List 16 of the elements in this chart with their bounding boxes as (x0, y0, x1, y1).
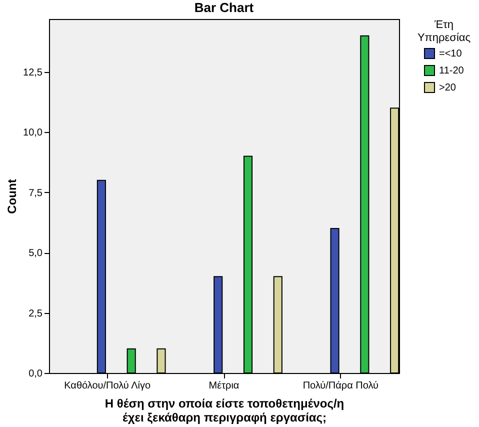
y-tick-label: 10,0 (23, 128, 43, 139)
y-tick-label: 0,0 (28, 368, 43, 380)
x-tick-label: Καθόλου/Πολύ Λίγο (64, 380, 151, 392)
y-axis-title: Count (5, 179, 20, 214)
y-tick-label: 12,5 (23, 67, 43, 78)
legend-label: >20 (439, 82, 456, 94)
y-tick-label: 2,5 (28, 308, 43, 320)
chart-title: Bar Chart (194, 0, 254, 15)
legend-label: =<10 (439, 48, 462, 60)
y-tick-label: 7,5 (28, 188, 43, 199)
x-tick-label: Μέτρια (208, 380, 240, 392)
legend-title: Έτη Υπηρεσίας (417, 19, 471, 44)
legend-label: 11-20 (439, 66, 464, 76)
x-axis-title: Η θέση στην οποία είστε τοποθετημένος/η έχει ξεκάθαρη περιγραφή εργασίας; (104, 396, 344, 424)
x-tick-label: Πολύ/Πάρα Πολύ (302, 380, 379, 392)
y-tick-label: 5,0 (28, 248, 43, 260)
